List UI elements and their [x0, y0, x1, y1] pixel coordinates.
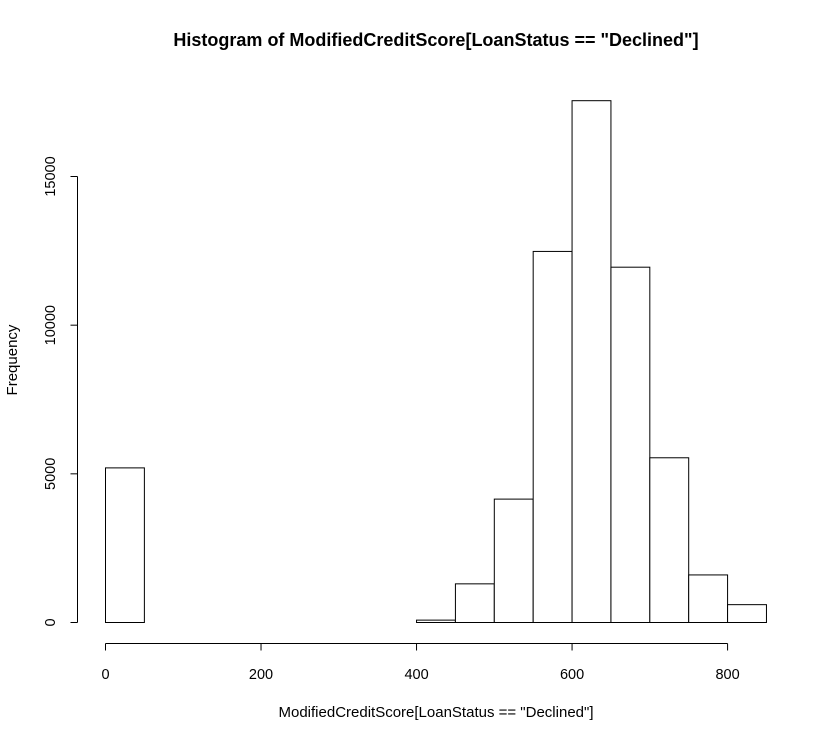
- histogram-bar-450-500: [454, 583, 495, 623]
- histogram-bar-650-700: [610, 266, 651, 623]
- x-tick-label-200: 200: [249, 667, 273, 683]
- histogram-bar-500-550: [493, 498, 534, 623]
- y-axis: 0 5000 10000 15000: [43, 156, 78, 627]
- x-axis: 0 200 400 600 800: [101, 643, 740, 683]
- histogram-bar-800-850: [727, 604, 767, 623]
- histogram-bar-700-750: [649, 457, 690, 623]
- x-axis-label: ModifiedCreditScore[LoanStatus == "Decli…: [279, 704, 594, 721]
- y-axis-label: Frequency: [4, 324, 21, 395]
- y-tick-label-0: 0: [43, 618, 59, 626]
- histogram-bar-750-800: [688, 574, 729, 623]
- histogram-bar-550-600: [532, 250, 573, 623]
- y-tick-label-15000: 15000: [43, 156, 59, 196]
- x-tick-label-600: 600: [560, 667, 584, 683]
- y-tick-label-10000: 10000: [43, 305, 59, 345]
- histogram-bar-0-50: [105, 467, 145, 624]
- x-tick-label-800: 800: [715, 667, 739, 683]
- histogram-bar-400-450: [416, 619, 456, 623]
- y-tick-label-5000: 5000: [43, 458, 59, 490]
- x-tick-label-0: 0: [101, 667, 109, 683]
- chart-title: Histogram of ModifiedCreditScore[LoanSta…: [173, 30, 698, 50]
- histogram-bars: [105, 100, 767, 624]
- x-tick-label-400: 400: [404, 667, 428, 683]
- histogram-bar-600-650: [571, 100, 612, 623]
